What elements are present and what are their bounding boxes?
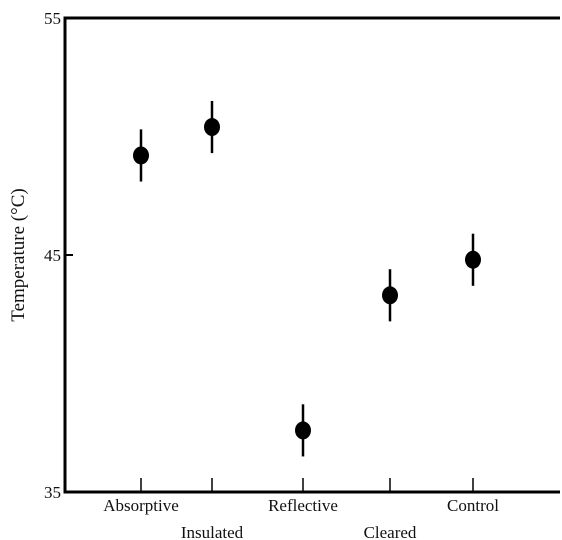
y-axis-ticks: 35 45 55 [44,9,73,502]
data-point [382,286,398,305]
axes [63,16,560,494]
x-tick-label: Control [447,496,499,515]
data-point [295,421,311,440]
x-tick-label: Reflective [268,496,338,515]
data-point [133,146,149,165]
y-tick-label: 55 [44,9,61,28]
data-point [465,250,481,269]
x-tick-label: Insulated [181,523,244,540]
data-series [133,100,481,457]
y-tick-label: 35 [44,483,61,502]
x-tick-label: Cleared [364,523,417,540]
data-point [204,118,220,137]
y-tick-label: 45 [44,246,61,265]
x-tick-label: Absorptive [103,496,179,515]
y-axis-title: Temperature (°C) [8,188,29,321]
